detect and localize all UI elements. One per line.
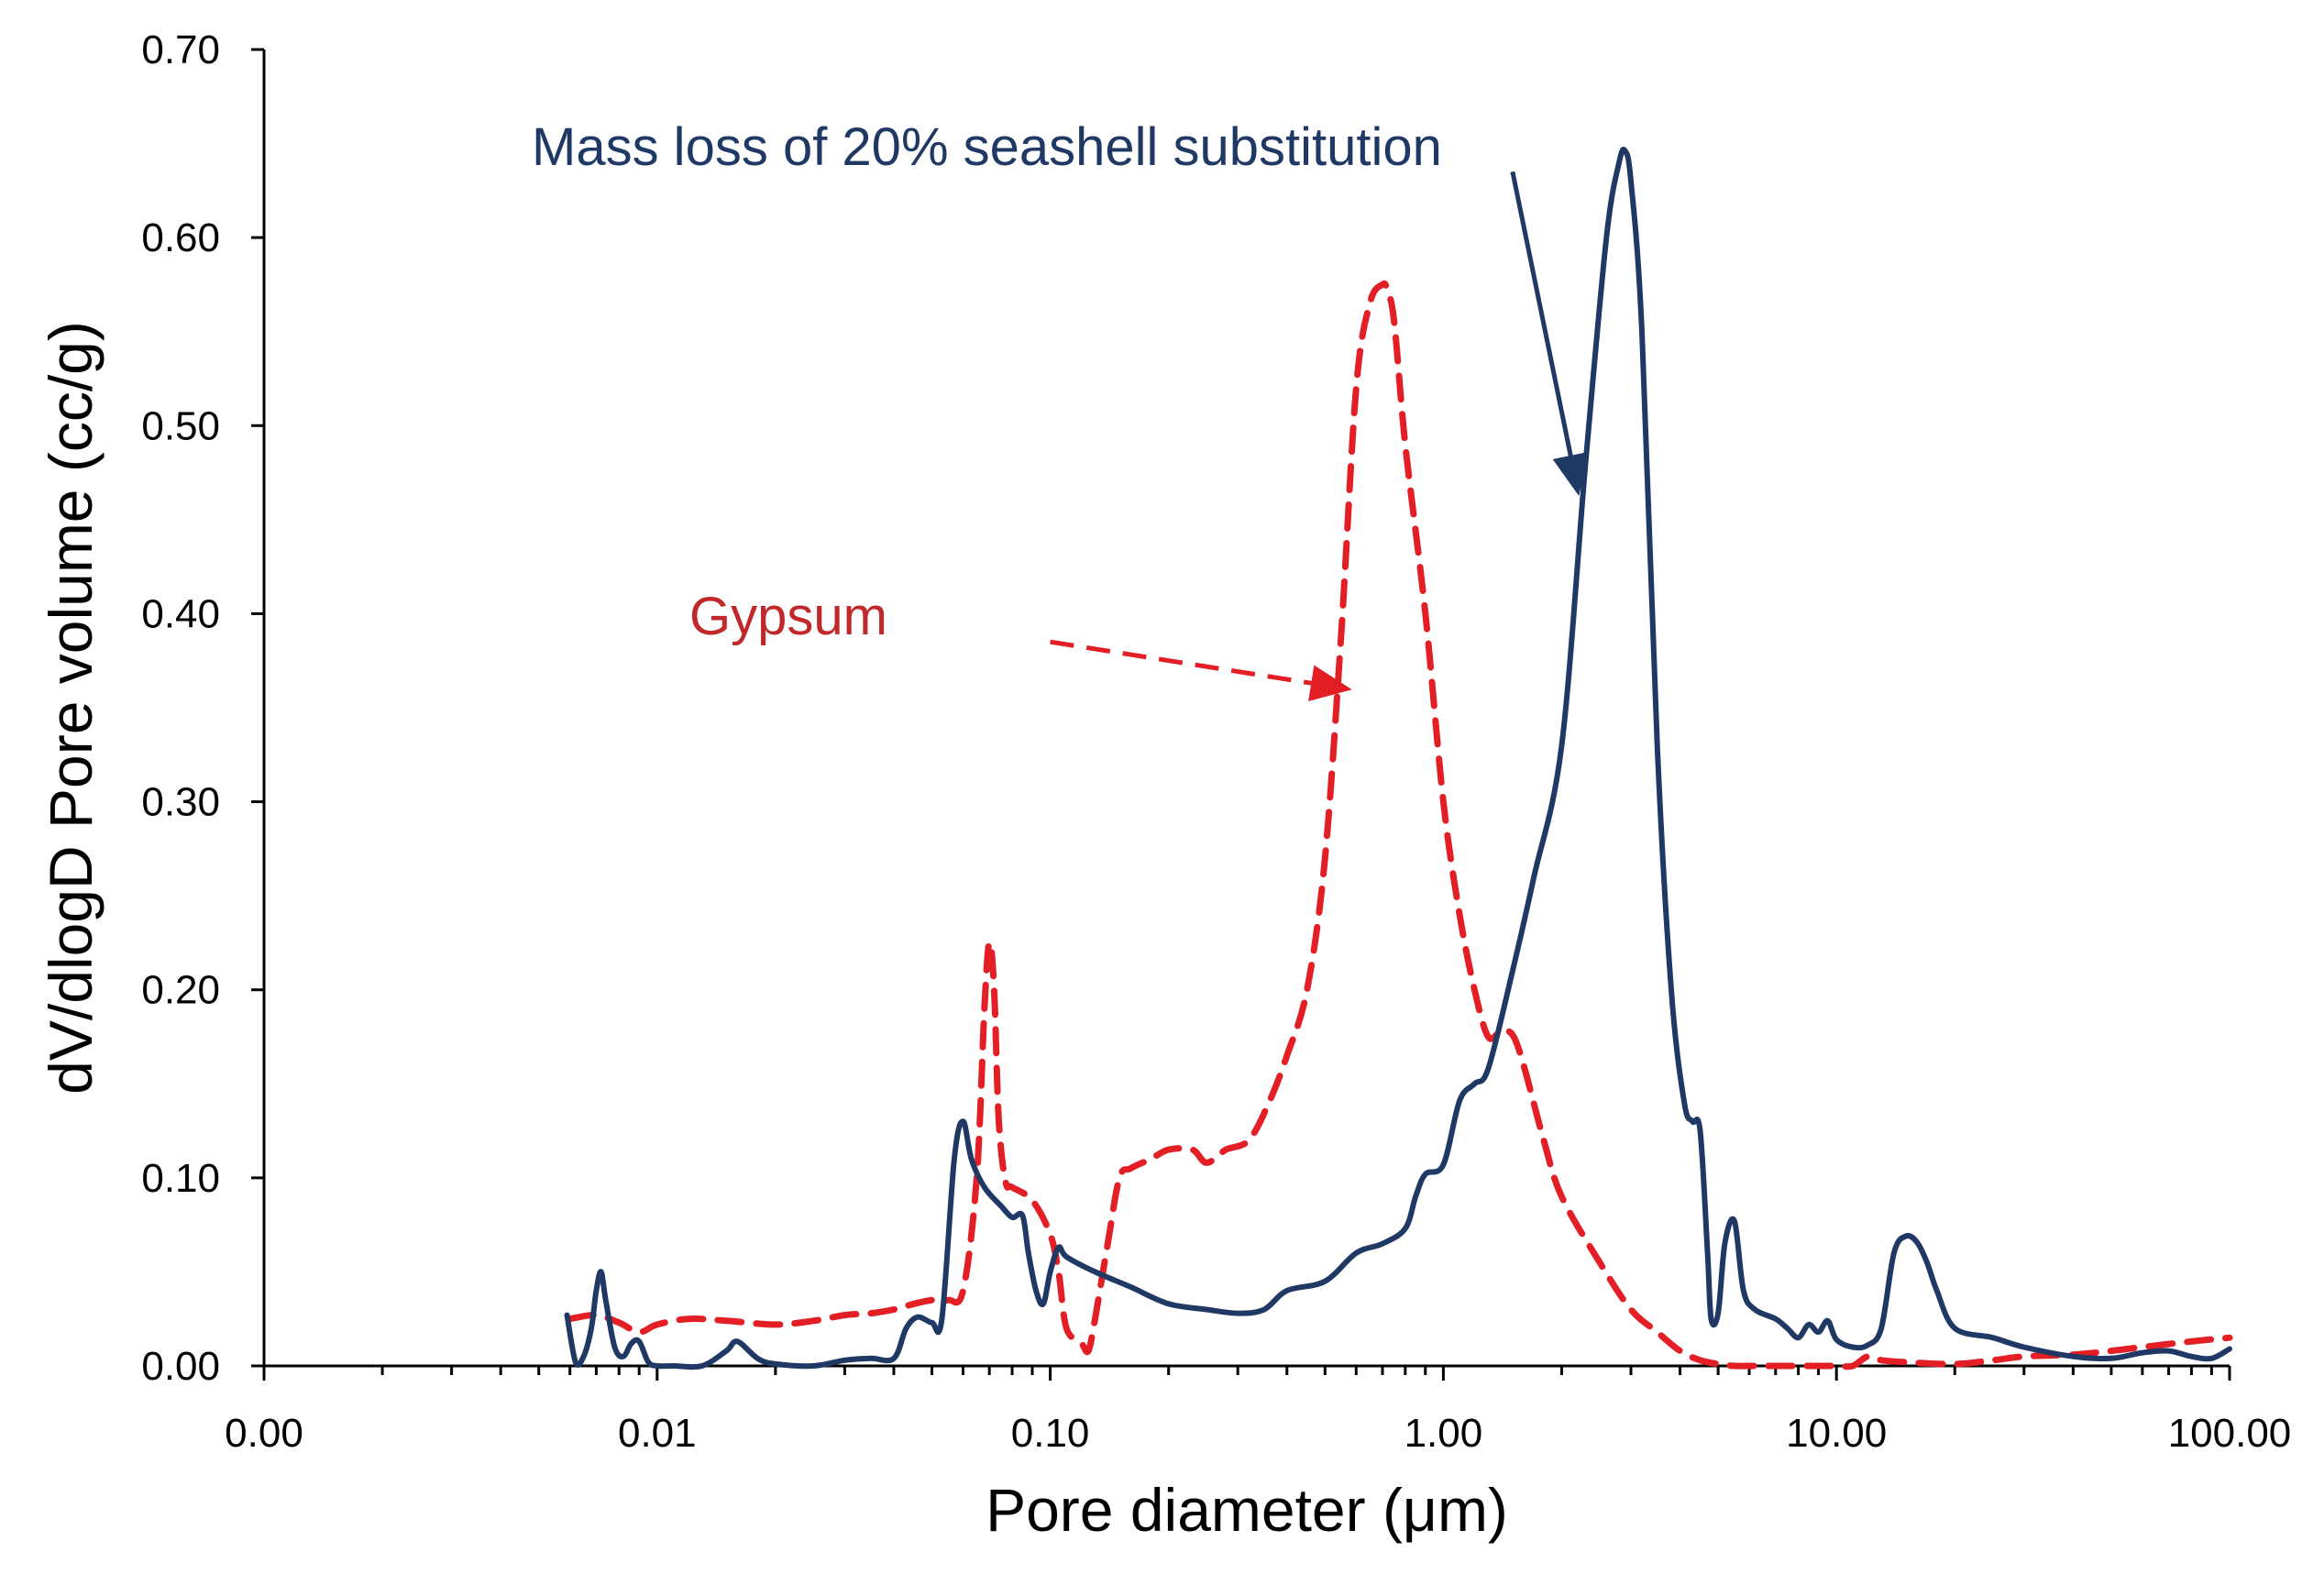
annotation-layer: Mass loss of 20% seashell substitution G… (532, 117, 1589, 701)
y-tick-label: 0.20 (141, 968, 220, 1013)
y-axis: 0.00 0.10 0.20 0.30 0.40 0.50 0.60 0.70 (141, 28, 266, 1389)
x-tick-label: 0.10 (1011, 1411, 1090, 1456)
y-tick-label: 0.40 (141, 591, 220, 636)
gypsum-annotation-label: Gypsum (689, 587, 887, 646)
y-tick-label: 0.30 (141, 780, 220, 825)
y-axis-title: dV/dlogD Pore volume (cc/g) (37, 321, 105, 1095)
series-line-seashell (564, 147, 2232, 1370)
series-line-gypsum (567, 280, 2233, 1370)
y-tick-label: 0.50 (141, 403, 220, 448)
y-tick-label: 0.00 (141, 1344, 220, 1389)
x-tick-label: 0.00 (225, 1411, 303, 1456)
gypsum-annotation-arrow (1050, 639, 1352, 701)
y-tick-label: 0.10 (141, 1156, 220, 1201)
x-tick-label: 10.00 (1786, 1411, 1887, 1456)
y-tick-label: 0.60 (141, 215, 220, 260)
x-tick-label: 1.00 (1404, 1411, 1483, 1456)
seashell-annotation-label: Mass loss of 20% seashell substitution (532, 117, 1442, 177)
seashell-annotation-arrow (1510, 171, 1589, 496)
series-layer (564, 147, 2233, 1370)
x-tick-label: 0.01 (618, 1411, 697, 1456)
x-tick-label: 100.00 (2168, 1411, 2292, 1456)
x-axis-title: Pore diameter (μm) (986, 1476, 1508, 1544)
x-axis: 0.00 0.01 0.10 1.00 10.00 100.00 (225, 1364, 2292, 1456)
y-tick-label: 0.70 (141, 28, 220, 72)
